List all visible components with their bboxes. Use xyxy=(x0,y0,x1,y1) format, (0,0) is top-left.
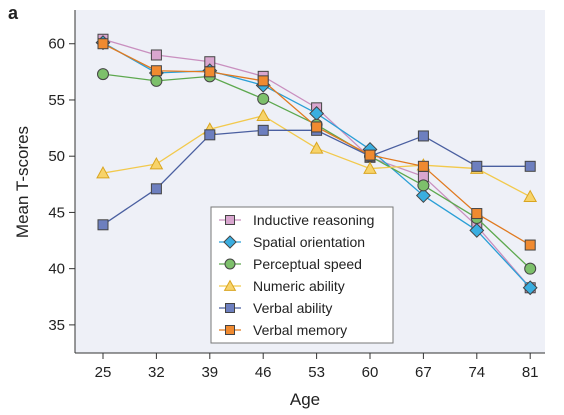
point-numeric-ability-53 xyxy=(309,141,324,154)
legend-marker-inductive-reasoning xyxy=(225,215,235,225)
point-verbal-ability-46 xyxy=(257,124,269,136)
legend-item-inductive-reasoning: Inductive reasoning xyxy=(219,212,374,228)
y-tick-label-55: 55 xyxy=(48,92,65,109)
series-layer xyxy=(95,33,538,296)
point-verbal-ability-74 xyxy=(471,160,483,172)
point-numeric-ability-81 xyxy=(523,189,538,202)
point-verbal-memory-46 xyxy=(257,75,269,87)
point-numeric-ability-25 xyxy=(96,166,110,179)
x-tick-label-81: 81 xyxy=(522,364,539,381)
legend-marker-perceptual-speed xyxy=(224,258,236,270)
series-verbal-memory xyxy=(97,38,536,251)
y-tick-label-45: 45 xyxy=(48,204,65,221)
legend-marker-spatial-orientation xyxy=(223,235,237,249)
legend-label-inductive-reasoning: Inductive reasoning xyxy=(253,212,374,228)
y-axis-title: Mean T-scores xyxy=(13,126,32,238)
point-numeric-ability-60 xyxy=(363,161,377,174)
point-verbal-memory-53 xyxy=(311,121,323,133)
point-verbal-memory-60 xyxy=(364,149,376,161)
point-perceptual-speed-25 xyxy=(97,68,109,81)
point-verbal-memory-74 xyxy=(471,208,483,220)
panel-label: a xyxy=(8,3,19,23)
legend-label-perceptual-speed: Perceptual speed xyxy=(253,256,362,272)
legend-label-numeric-ability: Numeric ability xyxy=(253,278,345,294)
point-inductive-reasoning-32 xyxy=(150,49,162,61)
x-tick-label-60: 60 xyxy=(362,364,379,381)
x-axis-title: Age xyxy=(290,390,320,409)
point-perceptual-speed-46 xyxy=(257,92,270,105)
point-perceptual-speed-32 xyxy=(150,74,163,87)
point-verbal-memory-39 xyxy=(204,66,216,78)
axes: 35 40 45 50 55 60 25 32 39 46 53 60 67 74 81 xyxy=(48,10,545,381)
point-spatial-orientation-74 xyxy=(469,222,485,238)
legend-item-perceptual-speed: Perceptual speed xyxy=(219,256,362,272)
legend: Inductive reasoning Spatial orientation Pe… xyxy=(210,206,394,344)
legend-box xyxy=(210,206,394,344)
legend-item-verbal-memory: Verbal memory xyxy=(219,322,347,338)
x-tick-label-32: 32 xyxy=(148,364,165,381)
legend-item-spatial-orientation: Spatial orientation xyxy=(219,234,365,250)
point-verbal-memory-25 xyxy=(97,38,109,50)
point-spatial-orientation-81 xyxy=(522,280,538,296)
legend-item-verbal-ability: Verbal ability xyxy=(219,300,332,316)
point-verbal-memory-32 xyxy=(150,65,162,77)
legend-label-verbal-memory: Verbal memory xyxy=(253,322,347,338)
point-perceptual-speed-67 xyxy=(417,179,430,192)
y-tick-label-35: 35 xyxy=(48,317,65,334)
point-verbal-memory-67 xyxy=(417,160,429,172)
point-verbal-memory-81 xyxy=(524,239,536,251)
x-tick-label-25: 25 xyxy=(95,364,112,381)
y-tick-label-40: 40 xyxy=(48,261,65,278)
point-perceptual-speed-81 xyxy=(524,262,537,275)
point-verbal-ability-81 xyxy=(524,160,536,172)
legend-marker-verbal-ability xyxy=(225,303,235,313)
point-spatial-orientation-67 xyxy=(415,188,431,204)
legend-marker-verbal-memory xyxy=(225,325,235,335)
point-numeric-ability-46 xyxy=(256,108,271,122)
x-tick-label-74: 74 xyxy=(468,364,485,381)
x-tick-label-39: 39 xyxy=(201,364,218,381)
legend-label-verbal-ability: Verbal ability xyxy=(253,300,332,316)
y-tick-label-60: 60 xyxy=(48,36,65,53)
x-tick-label-53: 53 xyxy=(308,364,325,381)
x-tick-label-46: 46 xyxy=(255,364,272,381)
point-verbal-ability-25 xyxy=(97,219,109,231)
legend-marker-numeric-ability xyxy=(223,279,237,291)
x-tick-label-67: 67 xyxy=(415,364,432,381)
point-numeric-ability-32 xyxy=(149,157,164,170)
point-verbal-ability-39 xyxy=(204,129,216,141)
legend-label-spatial-orientation: Spatial orientation xyxy=(253,234,365,250)
point-verbal-ability-67 xyxy=(417,130,429,142)
legend-item-numeric-ability: Numeric ability xyxy=(219,278,345,294)
y-tick-label-50: 50 xyxy=(48,148,65,165)
point-verbal-ability-32 xyxy=(150,183,162,195)
